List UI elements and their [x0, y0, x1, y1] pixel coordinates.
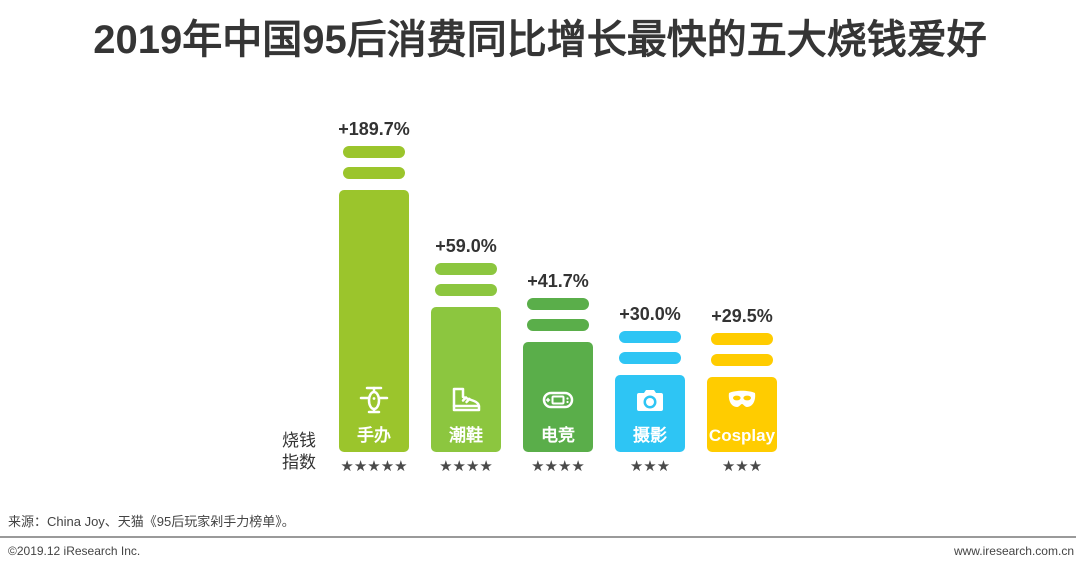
- category-label-photography: 摄影: [633, 425, 667, 445]
- category-label-figurines: 手办: [357, 425, 391, 445]
- category-label-sneakers: 潮鞋: [449, 425, 483, 445]
- bar-sneakers: 潮鞋: [431, 307, 501, 452]
- rating-label-line-2: 指数: [282, 453, 316, 472]
- figurine-icon: [358, 384, 390, 416]
- bar-cosplay: Cosplay: [707, 376, 777, 452]
- bar-esports: 电竞: [523, 342, 593, 452]
- bar-break-stripe: [527, 319, 589, 332]
- source-note: 来源：China Joy、天猫《95后玩家剁手力榜单》。: [8, 514, 295, 529]
- bar-break-stripe: [435, 284, 497, 297]
- star-rating-photography: ★★★: [629, 457, 671, 475]
- star-rating-cosplay: ★★★: [721, 457, 763, 475]
- value-label-figurines: +189.7%: [338, 118, 410, 139]
- star-rating-figurines: ★★★★★: [340, 457, 408, 475]
- value-label-photography: +30.0%: [619, 304, 681, 325]
- value-label-esports: +41.7%: [527, 271, 589, 292]
- bar-break-stripe: [619, 352, 681, 365]
- bar-break-stripe: [343, 145, 405, 158]
- star-rating-esports: ★★★★: [531, 457, 585, 475]
- bar-break-stripe: [435, 263, 497, 276]
- star-rating-sneakers: ★★★★: [439, 457, 493, 475]
- bar-figurines: 手办: [339, 189, 409, 452]
- camera-icon: [634, 384, 666, 416]
- rating-label-line-1: 烧钱: [282, 431, 316, 450]
- bar-photography: 摄影: [615, 375, 685, 452]
- bar-break-stripe: [343, 166, 405, 179]
- bar-break-stripe: [527, 298, 589, 311]
- value-label-cosplay: +29.5%: [711, 305, 773, 326]
- sneaker-icon: [450, 384, 482, 416]
- chart-title: 2019年中国95后消费同比增长最快的五大烧钱爱好: [93, 18, 987, 62]
- bar-break-stripe: [711, 332, 773, 345]
- game-console-icon: [542, 384, 574, 416]
- bar-break-stripe: [711, 353, 773, 366]
- website-text: www.iresearch.com.cn: [953, 544, 1074, 558]
- value-label-sneakers: +59.0%: [435, 236, 497, 257]
- mask-icon: [726, 384, 758, 416]
- category-label-cosplay: Cosplay: [708, 425, 776, 445]
- footer-divider: [0, 536, 1076, 538]
- copyright-text: ©2019.12 iResearch Inc.: [8, 544, 141, 558]
- category-label-esports: 电竞: [541, 425, 575, 445]
- bar-chart: 烧钱 指数 +189.7% 手办 ★★: [282, 118, 777, 475]
- bar-break-stripe: [619, 331, 681, 344]
